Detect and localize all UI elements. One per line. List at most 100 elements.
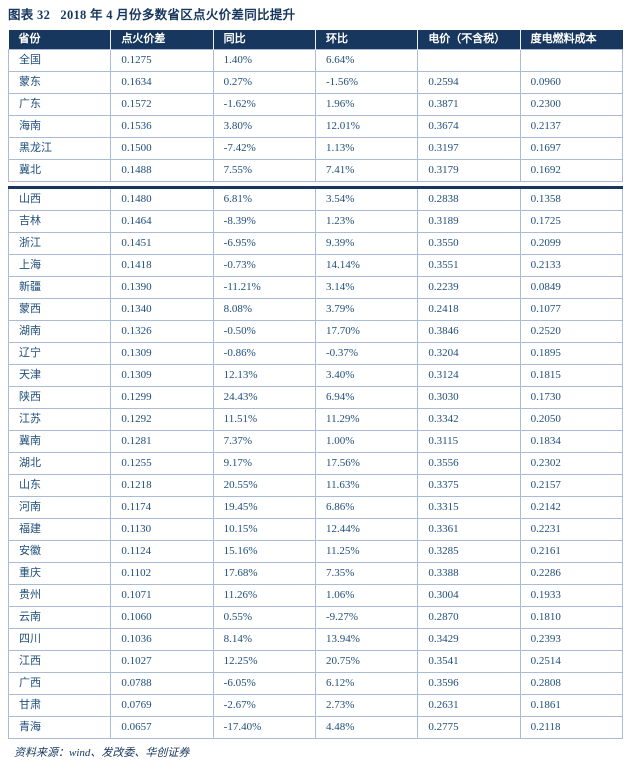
cell-value: 14.14%: [314, 254, 419, 277]
figure-title: 图表 32 2018 年 4 月份多数省区点火价差同比提升: [8, 8, 296, 22]
cell-value: 12.13%: [212, 364, 316, 387]
cell-value: 0.3285: [417, 540, 521, 563]
cell-province: 冀南: [7, 430, 112, 453]
cell-value: 3.14%: [314, 276, 419, 299]
cell-province: 云南: [7, 606, 112, 629]
cell-value: 1.40%: [212, 49, 316, 72]
cell-province: 陕西: [7, 386, 112, 409]
cell-value: 3.40%: [314, 364, 419, 387]
cell-province: 山东: [7, 474, 112, 497]
cell-value: 0.1174: [110, 496, 214, 519]
source-note: 资料来源：wind、发改委、华创证券: [14, 747, 190, 759]
cell-value: -1.56%: [314, 71, 419, 94]
cell-value: 0.27%: [212, 71, 316, 94]
cell-province: 广西: [7, 672, 112, 695]
cell-value: 0.1292: [110, 408, 214, 431]
table-row: 江西 0.1027 12.25% 20.75% 0.3541 0.2514: [7, 650, 624, 673]
cell-value: 0.3556: [417, 452, 521, 475]
cell-province: 蒙东: [7, 71, 112, 94]
cell-value: 0.1071: [110, 584, 214, 607]
cell-value: -17.40%: [212, 716, 316, 739]
cell-value: -11.21%: [212, 276, 316, 299]
cell-value: 0.1281: [110, 430, 214, 453]
table-row: 冀北 0.1488 7.55% 7.41% 0.3179 0.1692: [7, 159, 624, 182]
cell-value: 11.63%: [314, 474, 419, 497]
cell-value: 0.0769: [110, 694, 214, 717]
cell-value: 0.0849: [519, 276, 624, 299]
cell-value: 0.1730: [519, 386, 624, 409]
table-row: 浙江 0.1451 -6.95% 9.39% 0.3550 0.2099: [7, 232, 624, 255]
cell-province: 吉林: [7, 210, 112, 233]
cell-value: 6.94%: [314, 386, 419, 409]
cell-value: 0.2808: [519, 672, 624, 695]
cell-value: 0.1077: [519, 298, 624, 321]
cell-province: 海南: [7, 115, 112, 138]
cell-value: 0.2231: [519, 518, 624, 541]
table-row: 辽宁 0.1309 -0.86% -0.37% 0.3204 0.1895: [7, 342, 624, 365]
table-row: 黑龙江 0.1500 -7.42% 1.13% 0.3197 0.1697: [7, 137, 624, 160]
table-row: 江苏 0.1292 11.51% 11.29% 0.3342 0.2050: [7, 408, 624, 431]
cell-value: 8.14%: [212, 628, 316, 651]
cell-value: 0.1895: [519, 342, 624, 365]
cell-value: 0.1488: [110, 159, 214, 182]
cell-value: 1.23%: [314, 210, 419, 233]
cell-value: 1.06%: [314, 584, 419, 607]
cell-value: -6.95%: [212, 232, 316, 255]
cell-value: 0.3429: [417, 628, 521, 651]
cell-province: 江苏: [7, 408, 112, 431]
cell-province: 天津: [7, 364, 112, 387]
cell-value: -1.62%: [212, 93, 316, 116]
cell-value: 0.2050: [519, 408, 624, 431]
cell-value: 0.1255: [110, 452, 214, 475]
cell-value: 0.1834: [519, 430, 624, 453]
cell-value: 0.2520: [519, 320, 624, 343]
cell-value: 0.3030: [417, 386, 521, 409]
table-row: 陕西 0.1299 24.43% 6.94% 0.3030 0.1730: [7, 386, 624, 409]
cell-province: 湖南: [7, 320, 112, 343]
table-row: 山东 0.1218 20.55% 11.63% 0.3375 0.2157: [7, 474, 624, 497]
cell-value: 0.3596: [417, 672, 521, 695]
cell-value: 3.79%: [314, 298, 419, 321]
table-row: 海南 0.1536 3.80% 12.01% 0.3674 0.2137: [7, 115, 624, 138]
cell-value: 0.0960: [519, 71, 624, 94]
cell-province: 甘肃: [7, 694, 112, 717]
cell-value: 0.3674: [417, 115, 521, 138]
cell-value: 1.00%: [314, 430, 419, 453]
cell-value: 12.01%: [314, 115, 419, 138]
table-row: 四川 0.1036 8.14% 13.94% 0.3429 0.2393: [7, 628, 624, 651]
cell-value: 0.1358: [519, 187, 624, 211]
table-row: 全国 0.1275 1.40% 6.64%: [7, 49, 624, 72]
cell-value: 0.3361: [417, 518, 521, 541]
table-row: 天津 0.1309 12.13% 3.40% 0.3124 0.1815: [7, 364, 624, 387]
cell-value: 20.55%: [212, 474, 316, 497]
cell-value: 0.1124: [110, 540, 214, 563]
cell-province: 四川: [7, 628, 112, 651]
cell-value: 0.2133: [519, 254, 624, 277]
cell-value: 0.1130: [110, 518, 214, 541]
table-row: 上海 0.1418 -0.73% 14.14% 0.3551 0.2133: [7, 254, 624, 277]
cell-value: 1.13%: [314, 137, 419, 160]
cell-value: 0.3871: [417, 93, 521, 116]
cell-province: 青海: [7, 716, 112, 739]
cell-value: 0.1299: [110, 386, 214, 409]
cell-value: 4.48%: [314, 716, 419, 739]
table-body-segment-1: 全国 0.1275 1.40% 6.64% 蒙东 0.1634 0.27% -1.56% 0.2…: [7, 49, 624, 182]
cell-value: 11.26%: [212, 584, 316, 607]
cell-province: 全国: [7, 49, 112, 72]
cell-value: 0.1464: [110, 210, 214, 233]
table-row: 重庆 0.1102 17.68% 7.35% 0.3388 0.2286: [7, 562, 624, 585]
cell-value: 0.2286: [519, 562, 624, 585]
cell-value: 0.1815: [519, 364, 624, 387]
cell-value: 9.39%: [314, 232, 419, 255]
table-row: 福建 0.1130 10.15% 12.44% 0.3361 0.2231: [7, 518, 624, 541]
cell-value: 3.54%: [314, 187, 419, 211]
table-row: 广西 0.0788 -6.05% 6.12% 0.3596 0.2808: [7, 672, 624, 695]
cell-value: 0.2239: [417, 276, 521, 299]
cell-value: 1.96%: [314, 93, 419, 116]
cell-value: 0.1340: [110, 298, 214, 321]
column-header-5: 度电燃料成本: [520, 30, 623, 50]
cell-value: 0.3375: [417, 474, 521, 497]
cell-value: 0.1390: [110, 276, 214, 299]
cell-value: 0.2594: [417, 71, 521, 94]
cell-value: 6.81%: [212, 187, 316, 211]
